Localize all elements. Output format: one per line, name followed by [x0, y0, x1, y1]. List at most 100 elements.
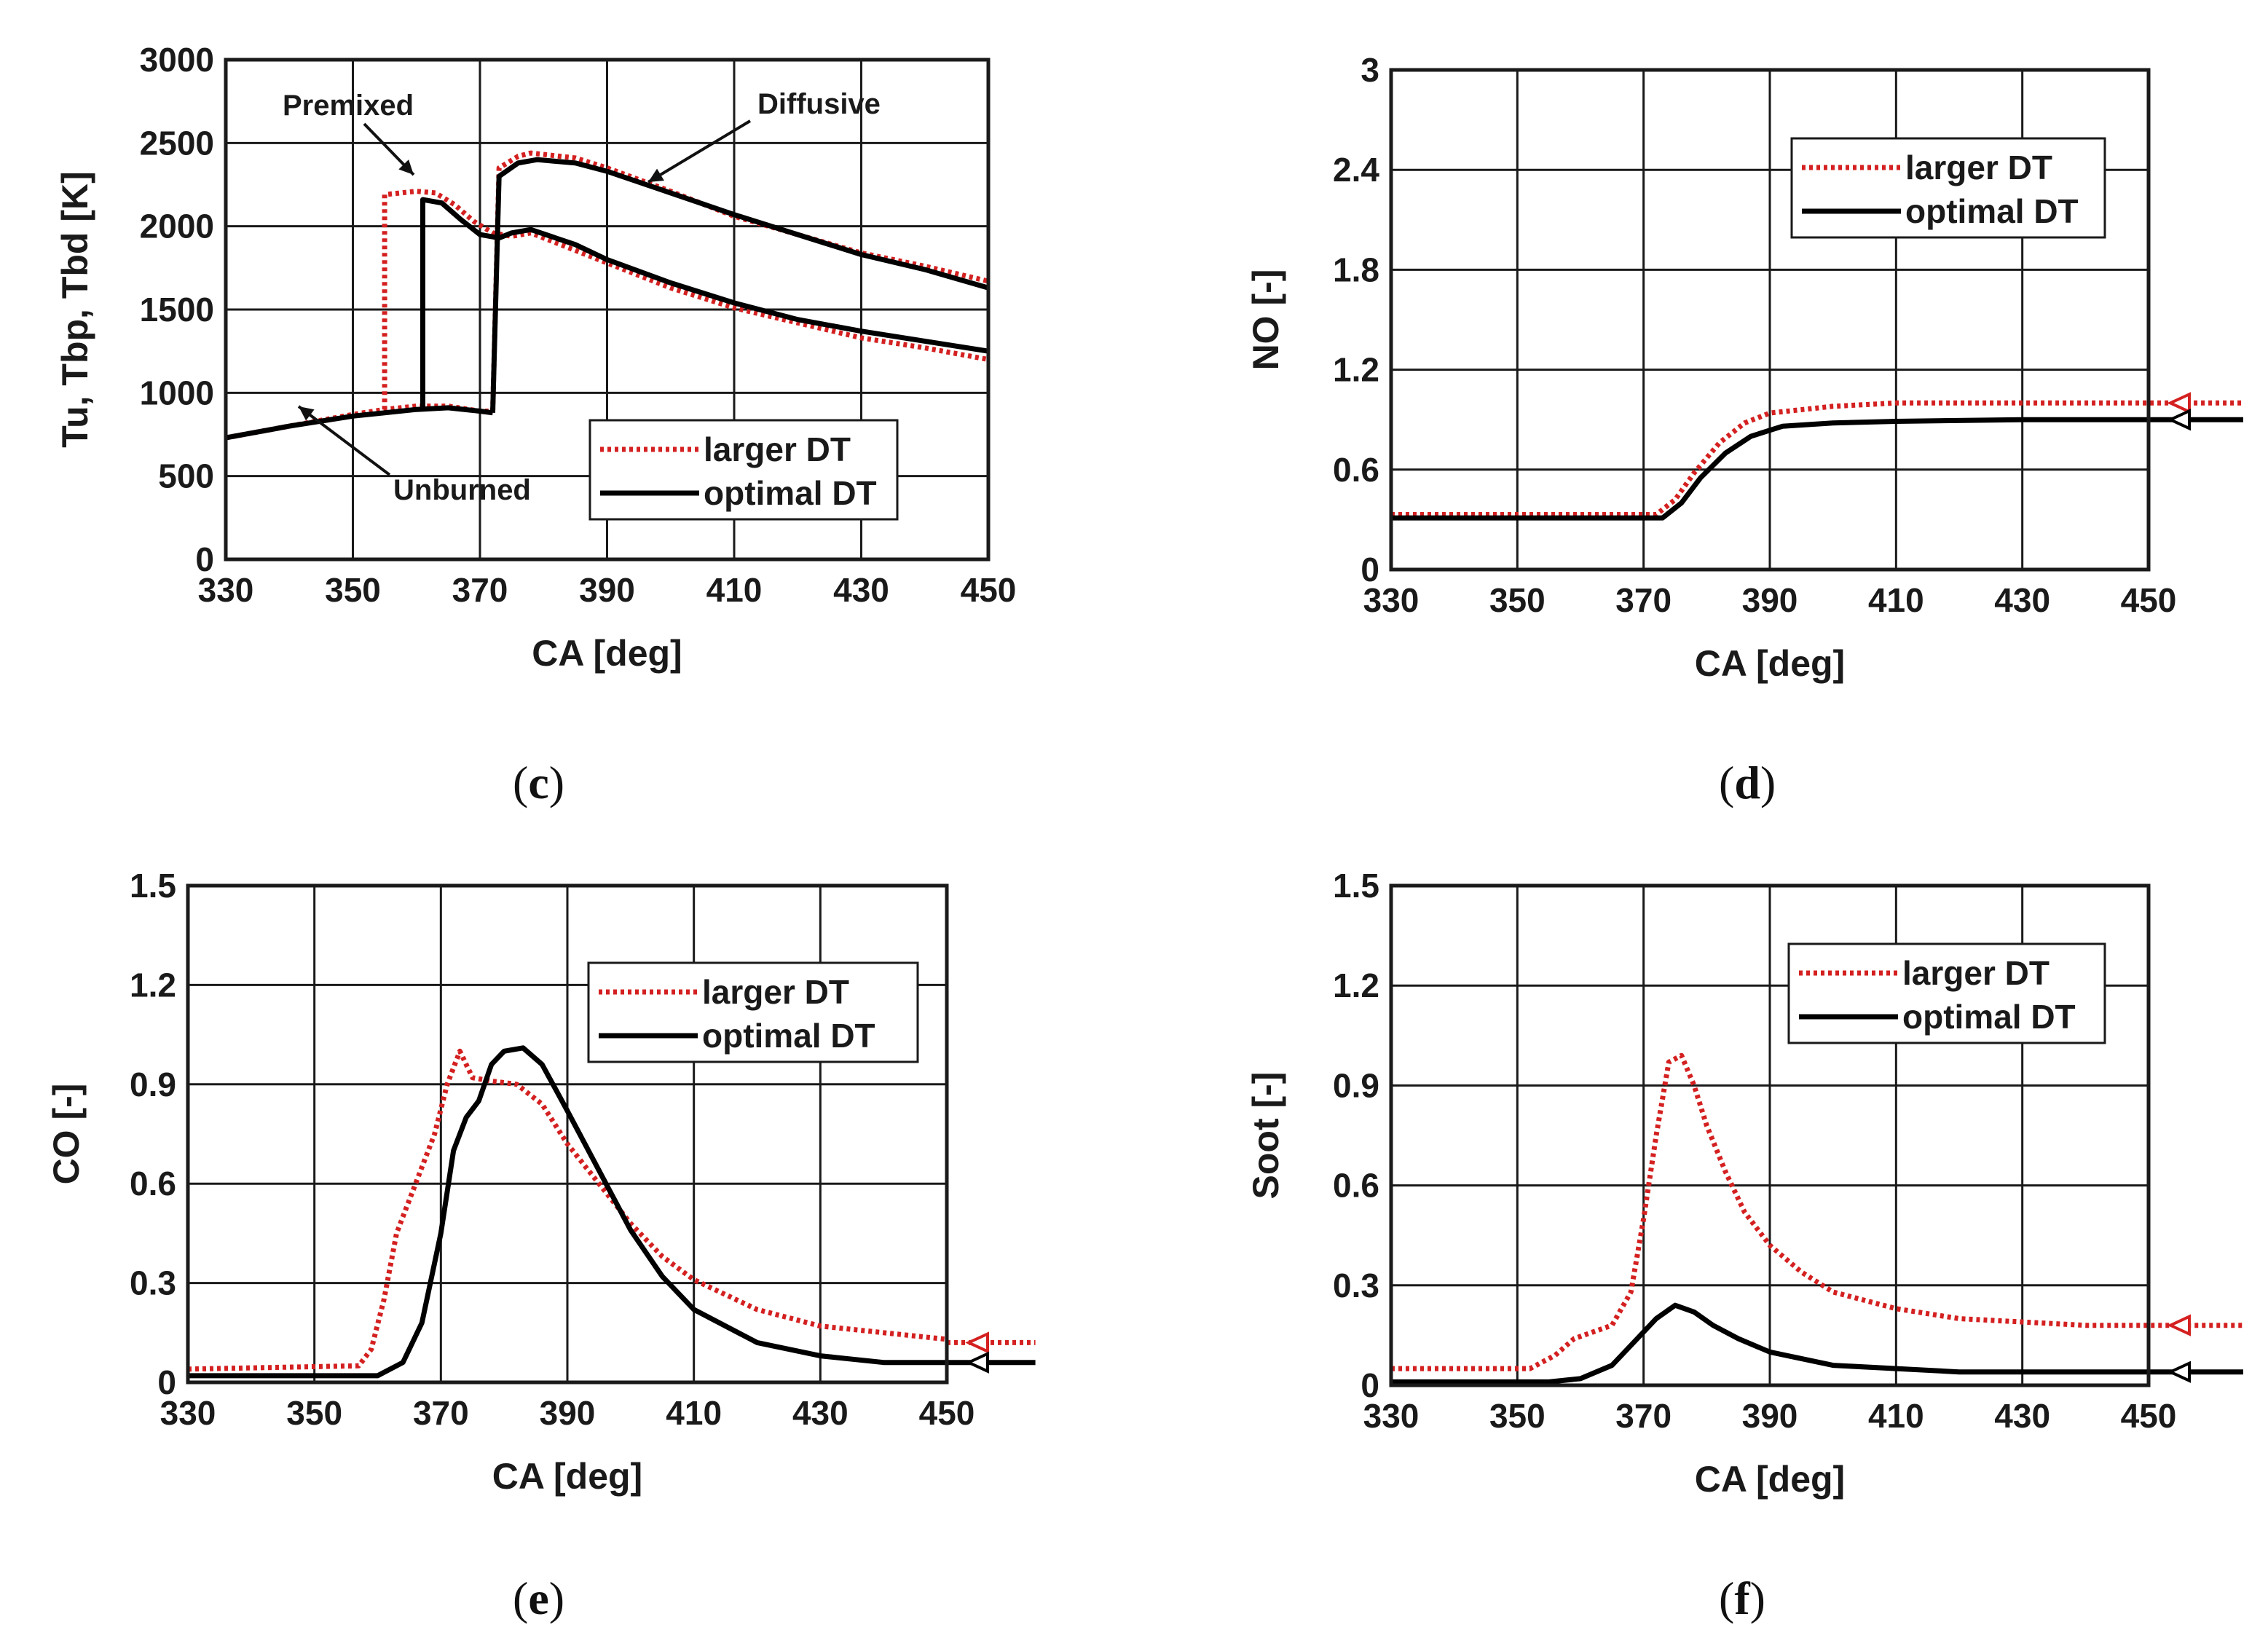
- end-arrow-larger: [2167, 1314, 2191, 1336]
- y-tick-label: 1.5: [130, 867, 176, 905]
- y-axis-label: NO [-]: [1245, 269, 1286, 371]
- end-arrow-optimal: [965, 1351, 989, 1374]
- x-tick-label: 430: [792, 1394, 848, 1432]
- x-axis-label: CA [deg]: [492, 1456, 642, 1497]
- y-tick-label: 0: [157, 1363, 176, 1401]
- x-tick-label: 370: [413, 1394, 469, 1432]
- series-line-larger: [382, 189, 988, 410]
- x-tick-label: 390: [579, 571, 635, 609]
- y-tick-label: 2.4: [1333, 151, 1379, 189]
- x-tick-label: 370: [1615, 581, 1672, 619]
- x-tick-label: 450: [2121, 1397, 2177, 1435]
- y-tick-label: 0.6: [130, 1165, 176, 1202]
- series-line-optimal: [226, 405, 493, 441]
- legend-box: [588, 419, 899, 521]
- y-tick-label: 2000: [140, 208, 214, 245]
- legend-label-larger: larger DT: [1902, 954, 2050, 992]
- y-tick-label: 1.5: [1333, 867, 1379, 905]
- annotation-arrowhead: [299, 406, 315, 421]
- y-tick-label: 0.3: [1333, 1267, 1379, 1304]
- annotation-unburned: Unburned: [393, 474, 531, 506]
- x-tick-label: 430: [1994, 1397, 2050, 1435]
- panel-label-e: (e): [513, 1572, 565, 1624]
- y-tick-label: 0.9: [130, 1066, 176, 1103]
- x-tick-label: 450: [919, 1394, 975, 1432]
- legend-label-larger: larger DT: [704, 430, 851, 468]
- x-tick-label: 450: [2121, 581, 2177, 619]
- x-axis-label: CA [deg]: [532, 633, 682, 674]
- panel-label-d: (d): [1719, 757, 1776, 808]
- annotation-arrowhead: [398, 160, 414, 175]
- chart-e: 330 350 370 390 410 430 450 0 0.3 0.6 0.9 1.2 1.5 CA …: [46, 867, 1036, 1497]
- end-arrow-larger: [965, 1331, 989, 1354]
- legend-label-larger: larger DT: [702, 973, 849, 1011]
- x-tick-label: 330: [198, 571, 254, 609]
- y-tick-label: 1000: [140, 374, 214, 412]
- legend-box: [1787, 942, 2106, 1044]
- y-tick-label: 3000: [140, 41, 214, 79]
- x-tick-label: 430: [833, 571, 889, 609]
- x-tick-label: 350: [325, 571, 381, 609]
- y-axis-label: Soot [-]: [1245, 1072, 1286, 1200]
- x-tick-label: 430: [1994, 581, 2050, 619]
- series-line-larger: [1391, 400, 2243, 517]
- chart-f: 330 350 370 390 410 430 450 0 0.3 0.6 0.9 1.2 1.5 CA …: [1245, 867, 2243, 1500]
- plot-area: [226, 150, 988, 441]
- x-tick-label: 390: [1742, 581, 1798, 619]
- y-tick-label: 0.6: [1333, 1167, 1379, 1205]
- series-line-larger: [490, 150, 988, 412]
- x-tick-label: 410: [1868, 581, 1924, 619]
- x-tick-label: 410: [666, 1394, 722, 1432]
- legend-box: [1790, 137, 2106, 239]
- panel-label-c: (c): [513, 757, 565, 808]
- y-tick-label: 1.2: [1333, 966, 1379, 1004]
- series-line-optimal: [1391, 1302, 2243, 1385]
- annotation-arrowhead: [648, 168, 664, 182]
- x-tick-label: 330: [1363, 1397, 1420, 1435]
- chart-c: 330 350 370 390 410 430 450 0 500 1000 1500 2000 250…: [55, 41, 1016, 674]
- series-line-optimal: [420, 197, 988, 410]
- x-axis-label: CA [deg]: [1695, 643, 1845, 684]
- y-tick-label: 2500: [140, 124, 214, 162]
- legend-label-optimal: optimal DT: [704, 474, 877, 512]
- plot-area: [188, 1045, 1036, 1379]
- legend: larger DT optimal DT: [588, 419, 899, 521]
- annotation-diffusive: Diffusive: [757, 88, 881, 120]
- x-tick-label: 390: [1742, 1397, 1798, 1435]
- x-axis-label: CA [deg]: [1695, 1459, 1845, 1500]
- y-tick-label: 1500: [140, 291, 214, 328]
- legend: larger DT optimal DT: [1790, 137, 2106, 239]
- y-tick-label: 0: [1361, 1366, 1379, 1404]
- series-line-optimal: [188, 1045, 1036, 1379]
- end-arrow-optimal: [2167, 409, 2191, 431]
- y-tick-label: 500: [158, 457, 214, 495]
- legend-label-optimal: optimal DT: [1905, 192, 2079, 230]
- y-axis-label: CO [-]: [46, 1084, 87, 1185]
- y-tick-label: 0.6: [1333, 451, 1379, 489]
- x-tick-label: 370: [1615, 1397, 1672, 1435]
- plot-frame: [1389, 68, 2151, 572]
- plot-frame: [224, 58, 991, 562]
- x-tick-label: 450: [961, 571, 1017, 609]
- x-tick-label: 410: [1868, 1397, 1924, 1435]
- legend-box: [587, 961, 919, 1063]
- x-tick-label: 390: [540, 1394, 596, 1432]
- x-tick-label: 410: [706, 571, 763, 609]
- plot-frame: [1389, 883, 2151, 1387]
- y-tick-label: 0.3: [130, 1264, 176, 1302]
- y-axis-label: Tu, Tbp, Tbd [K]: [55, 171, 95, 448]
- x-tick-label: 330: [160, 1394, 216, 1432]
- x-tick-label: 370: [452, 571, 508, 609]
- legend-label-optimal: optimal DT: [702, 1017, 875, 1055]
- annotation-arrow: [647, 119, 752, 184]
- y-tick-label: 0: [1361, 551, 1379, 588]
- x-tick-label: 350: [286, 1394, 342, 1432]
- annotation-arrow: [297, 405, 391, 476]
- y-tick-label: 1.8: [1333, 251, 1379, 288]
- legend: larger DT optimal DT: [587, 961, 919, 1063]
- plot-frame: [186, 883, 949, 1385]
- end-arrow-larger: [2167, 392, 2191, 414]
- y-tick-label: 3: [1361, 51, 1379, 89]
- y-tick-label: 1.2: [130, 966, 176, 1004]
